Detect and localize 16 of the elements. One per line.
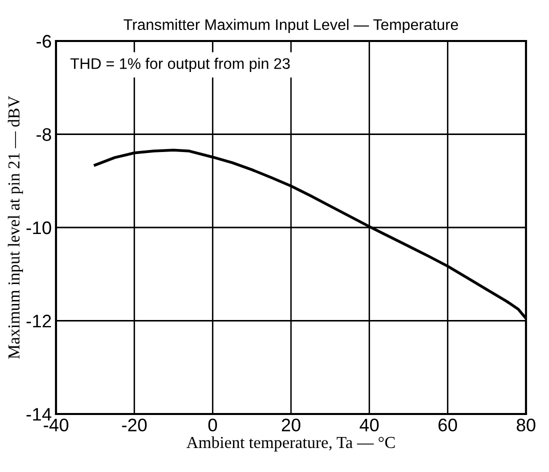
x-axis-title: Ambient temperature, Ta — °C bbox=[186, 436, 395, 452]
y-tick-label: -8 bbox=[36, 128, 52, 141]
x-tick-label: -40 bbox=[44, 418, 68, 432]
annotation: THD = 1% for output from pin 23 bbox=[70, 58, 290, 72]
y-tick-label: -12 bbox=[26, 314, 51, 328]
y-tick-label: -6 bbox=[36, 34, 52, 48]
y-axis-title: Maximum input level at pin 21 — dBV bbox=[8, 96, 23, 359]
y-tick-label: -14 bbox=[26, 408, 52, 421]
x-tick-label: 20 bbox=[282, 418, 300, 432]
chart-title: Transmitter Maximum Input Level — Temperature bbox=[124, 18, 458, 34]
x-tick-label: -20 bbox=[122, 418, 147, 432]
y-tick-label: -10 bbox=[26, 221, 52, 234]
x-tick-label: 40 bbox=[360, 418, 379, 432]
x-tick-label: 0 bbox=[208, 418, 217, 432]
x-tick-label: 60 bbox=[438, 418, 458, 432]
x-tick-label: 80 bbox=[516, 418, 536, 432]
